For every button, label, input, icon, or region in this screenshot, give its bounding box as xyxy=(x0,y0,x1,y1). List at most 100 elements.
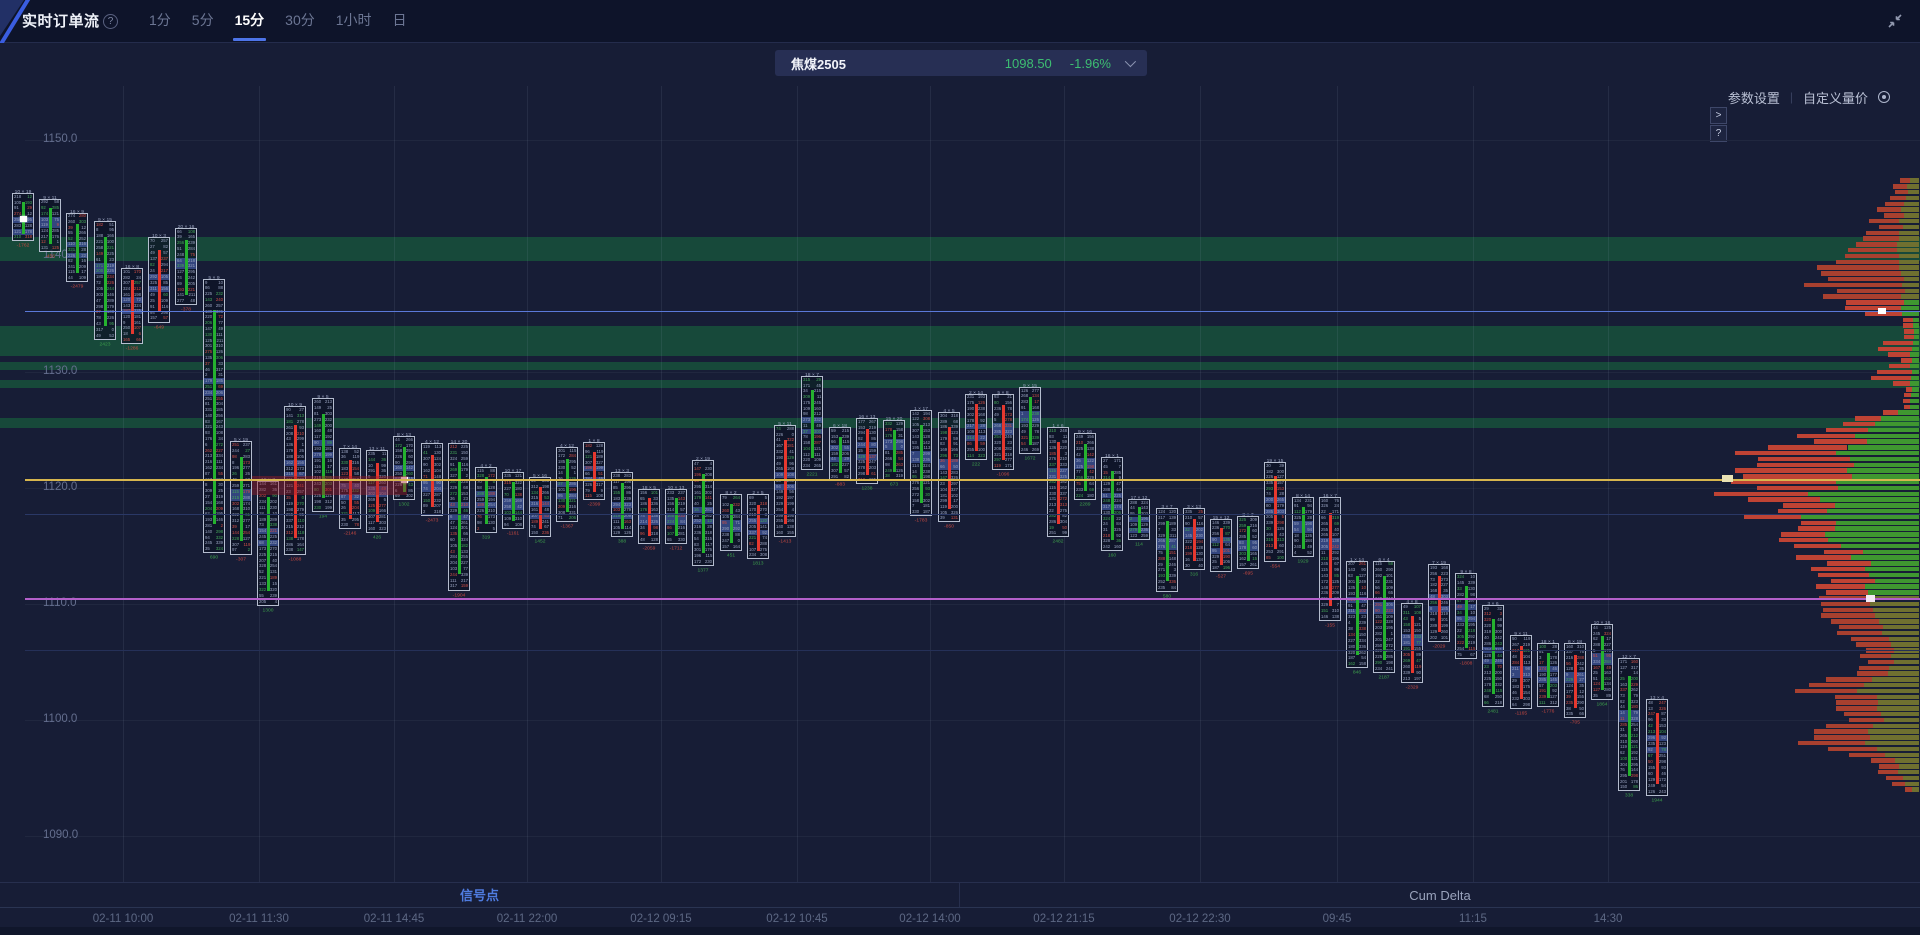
footprint-candle[interactable]: 193 168 256 223 73 273 182 227 168 35 48 303 256 246 8… xyxy=(1428,564,1450,642)
ask-volume-cell: 139 xyxy=(1168,515,1176,521)
footprint-row: 238 147 xyxy=(285,548,305,554)
bid-volume-cell: 25 xyxy=(150,297,155,303)
footprint-candle[interactable]: 2072611439063127301249135101931163147291… xyxy=(1346,560,1368,669)
tab-30分[interactable]: 30分 xyxy=(285,12,315,28)
footprint-candle[interactable]: 212 225 231 150 324 259 91 116 269 179 327 2 287 225 2… xyxy=(448,443,470,591)
tab-15分[interactable]: 15分 xyxy=(232,0,267,43)
instrument-selector[interactable]: 焦煤2505 1098.50 -1.96% xyxy=(775,50,1147,76)
footprint-candle[interactable]: 292 58 92 285 174 121 103 75 119 9 124 285 217 176 12 1… xyxy=(39,198,61,252)
footprint-candle[interactable]: 2491562102663251384214236122125198774225… xyxy=(1074,432,1096,501)
candle-delta-label: -695 xyxy=(1243,569,1253,576)
bid-volume-cell: 335 xyxy=(368,485,376,491)
footprint-candle[interactable]: 1821289611912118930732719619966512844532… xyxy=(583,442,605,501)
footprint-candle[interactable]: 66 108 39 165 256 239 51 284 248 75 64 218 239 321 127… xyxy=(175,227,197,306)
footprint-candle[interactable]: 160 76 326 24 22 171 66 319 265 69 255 40 265 107 219 1… xyxy=(1319,496,1341,621)
ask-volume-cell: 22 xyxy=(1116,515,1121,521)
footprint-candle[interactable]: 70 257 27 82 49 57 137 237 82 294 24 217 292 105 325 85… xyxy=(148,236,170,323)
bid-volume-cell: 147 xyxy=(205,326,213,332)
params-settings-button[interactable]: 参数设置 xyxy=(1727,90,1780,106)
footprint-candle[interactable]: 260 213 149 25 81 303 273 232 149 200 160 48 117 192 9… xyxy=(312,398,334,512)
footprint-candle[interactable]: 325 309 259 216 172 60 285 52 93 95 178 60 303 165 162… xyxy=(1237,516,1259,569)
footprint-candle[interactable]: 1155826029019210122231561096665249218291… xyxy=(1373,560,1395,673)
ask-volume-cell: 155 xyxy=(215,395,223,401)
footprint-candle[interactable]: 3011151722841852953305214136126272861011… xyxy=(556,446,578,523)
footprint-candle[interactable]: 4412524532462172882275178519533428416749… xyxy=(1591,624,1613,700)
bid-volume-cell: 187 xyxy=(1348,655,1356,661)
footprint-chart[interactable]: 1150.0 1140.0 1130.0 1120.0 1110.0 1100.0 1090… xyxy=(0,43,1920,935)
footprint-candle[interactable]: 171 160 127 317 7 14 25 200 163 229 337 262 73 79 82 32… xyxy=(1618,658,1640,792)
ask-volume-cell: 310 xyxy=(1331,608,1339,613)
footprint-candle[interactable]: 156 101 65 33 186 336 176 163 74 138 214 326 34 98 96 3… xyxy=(638,488,660,545)
ask-volume-cell: 225 xyxy=(460,444,468,450)
footprint-candle[interactable]: 238 283 117 198 85 296 155 86 183 239 294 323 103 279… xyxy=(611,472,633,538)
footprint-candle[interactable]: 310 248 93 11 130 59 136 220 185 3 276 210 337 333 115… xyxy=(1047,427,1069,538)
footprint-candle[interactable]: 233 237 135 143 156 219 314 57 165 233 224 84 86 216 1… xyxy=(665,488,687,545)
footprint-candle[interactable]: 177 267 153 219 294 130 92 86 244 80 15 159 329 137 32… xyxy=(856,417,878,484)
footprint-candle[interactable]: 182 51 8 95 188 166 221 100 258 221 149 225 61 23 171 2… xyxy=(94,220,116,341)
tab-1分[interactable]: 1分 xyxy=(149,12,171,28)
header-help-icon[interactable]: ? xyxy=(103,14,118,29)
custom-volume-price-button[interactable]: 自定义量价 xyxy=(1802,90,1868,106)
footprint-candle[interactable]: 4741472301962084626429531416130217914140… xyxy=(692,459,714,567)
footprint-candle[interactable]: 74 288 226 0 41 322 167 181 332 41 190 129 49 96 265 10… xyxy=(774,424,796,538)
footprint-candle[interactable]: 274 280 260 303 39 12 55 266 52 252 110 316 321 28 226… xyxy=(66,212,88,283)
footprint-candle[interactable]: 93 21 80 156 236 78 49 173 5 278 268 331 285 323 254 24… xyxy=(992,393,1014,470)
footprint-candle[interactable]: 101 170 282 24 307 257 324 212 161 198 120 72 143 324… xyxy=(121,268,143,344)
tab-5分[interactable]: 5分 xyxy=(191,12,214,28)
footprint-candle[interactable]: 100 28 91 3 3 178 17 126 174 46 190 177 285 145 57 203 1… xyxy=(1537,642,1559,707)
bottom-scrollbar[interactable] xyxy=(0,927,1920,935)
footprint-candle[interactable]: 49 107 311 108 43 5 158 121 153 150 335 333 181 77 191… xyxy=(1401,603,1423,684)
collapse-icon[interactable] xyxy=(1886,12,1904,30)
footprint-candle[interactable]: 332 129 178 158 176 31 173 298 5 0 81 285 266 54 98 263… xyxy=(883,420,905,481)
footprint-candle[interactable]: 9108688225232143240260257139306220722067… xyxy=(203,278,225,554)
bid-volume-cell: 213 xyxy=(205,453,213,459)
footprint-row: 208 210 xyxy=(285,431,305,437)
footprint-candle[interactable]: 1441612823620290234202111230181018928973… xyxy=(257,480,279,606)
footprint-candle[interactable]: 304 318 289 68 186 339 198 123 179 59 83 91 169 166 29… xyxy=(938,412,960,523)
footprint-candle[interactable]: 315 29 171 45 34 215 309 11 175 245 109 160 98 212 273… xyxy=(801,376,823,470)
footprint-candle[interactable]: 218 12 100 193 91 29 274 12 254 95 283 128 121 178 210… xyxy=(12,192,34,242)
footprint-candle[interactable]: 2717145715285314912947288445122524822431… xyxy=(1101,457,1123,552)
footprint-row: 93 21 xyxy=(993,395,1013,401)
footprint-candle[interactable]: 3351213153222271807013825916925842103144… xyxy=(502,472,524,530)
footprint-candle[interactable]: 59 215 153 239 66 115 302 55 159 206 44 29 182 227 307… xyxy=(829,427,851,481)
bid-volume-cell: 121 xyxy=(585,454,593,460)
footprint-candle[interactable]: 79 264 102 232 260 43 105 284 95 71 290 292 238 88 247… xyxy=(720,494,742,552)
footprint-row: 126 277 xyxy=(1020,388,1040,394)
footprint-candle[interactable]: 134 231 91 94 112 179 325 28 59 198 54 94 18 126 90 184… xyxy=(1292,496,1314,557)
footprint-row: 215286 xyxy=(313,475,333,481)
ask-volume-cell: 310 xyxy=(487,508,495,514)
footprint-candle[interactable]: 5011926721931712148104284113211983313293… xyxy=(1510,634,1532,709)
footprint-candle[interactable]: 235 11 144 36 10 99 291 36 9 320 117 260 335 49 302 104… xyxy=(366,450,388,533)
footprint-candle[interactable]: 324 10 145 339 33 130 282 98 47 197 49 17 34 10 95 294 3… xyxy=(1455,573,1477,660)
footprint-candle[interactable]: 2932312332048320993193004024228624315432… xyxy=(1482,604,1504,707)
panel-help-button[interactable]: ? xyxy=(1710,125,1727,142)
footprint-candle[interactable]: 335 25 210 57 90 116 32 202 145 230 322 194 218 128 19… xyxy=(1183,508,1205,570)
cum-delta-pane-label[interactable]: Cum Delta xyxy=(1409,888,1471,903)
bid-volume-cell: 247 xyxy=(1648,711,1656,717)
bid-volume-cell: 256 xyxy=(1430,571,1438,576)
footprint-candle[interactable]: 146 339 236 270 256 87 90 135 112 64 95 101 329 190 25… xyxy=(1210,518,1232,573)
footprint-candle[interactable]: 48 247 13 326 247 87 96 33 42 153 213 104 296 92 335 12… xyxy=(1646,698,1668,796)
footprint-candle[interactable]: 28832444143952032196109129279236123259 xyxy=(1128,499,1150,540)
footprint-candle[interactable]: 69 5 320 318 170 270 210 3 255 120 205 141 337 92 221 7… xyxy=(747,494,769,560)
bid-volume-cell: 292 xyxy=(150,274,158,279)
footprint-row: 156 101 xyxy=(639,490,659,496)
footprint-candle[interactable]: 30 39 182 300 226 127 335 157 293 153 74 28 200 265 80… xyxy=(1264,461,1286,562)
bid-volume-cell: 217 xyxy=(41,233,49,239)
footprint-candle[interactable]: 115 88 328 172 70 5 58 128 288 188 259 194 189 254 226… xyxy=(475,466,497,533)
visibility-toggle-icon[interactable] xyxy=(1878,91,1890,103)
footprint-candle[interactable]: 2512372442798283817319627726264968259271… xyxy=(230,441,252,555)
candle-summary-label: 13 × 3 xyxy=(615,467,629,474)
expand-panel-button[interactable]: > xyxy=(1710,107,1727,124)
footprint-row: 233 237 xyxy=(666,490,686,496)
footprint-candle[interactable]: 6930631219813426631553316144161481075318… xyxy=(529,477,551,538)
footprint-candle[interactable]: 231 193 175 126 190 238 302 168 178 92 217 28 109 113… xyxy=(965,393,987,460)
tab-日[interactable]: 日 xyxy=(392,12,407,28)
tab-1小时[interactable]: 1小时 xyxy=(335,12,372,28)
footprint-candle[interactable]: 126 277 268 134 283 17 91 168 1 238 174 126 193 229 49… xyxy=(1019,386,1041,454)
footprint-candle[interactable]: 142 194 122 308 105 213 307 153 143 128 53 142 195 11… xyxy=(910,409,932,517)
signal-pane-label[interactable]: 信号点 xyxy=(0,883,960,907)
footprint-candle[interactable]: 160 310 337 76 216 288 56 242 128 35 9 261 229 27 124 3… xyxy=(1564,642,1586,719)
footprint-candle[interactable]: 124 120 317 139 299 189 7 33 329 311 266 287 276 41 75… xyxy=(1156,508,1178,592)
